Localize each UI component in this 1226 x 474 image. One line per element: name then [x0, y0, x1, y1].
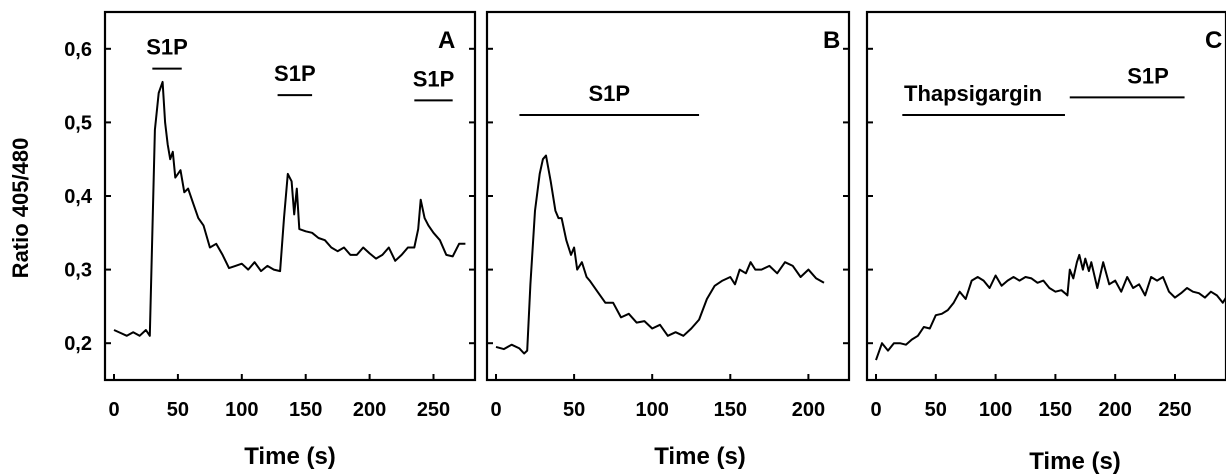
series-line — [875, 253, 1226, 361]
panel-b: 0 50 100 150 200 Time (s) B S1P — [485, 10, 851, 470]
x-tick-label: 0 — [108, 399, 119, 421]
y-tick-label: 0,2 — [64, 333, 92, 355]
x-tick-label: 50 — [167, 399, 189, 421]
stimulus-label: S1P — [413, 66, 455, 91]
stimulus-label: S1P — [1127, 63, 1169, 88]
x-tick-label: 150 — [1039, 399, 1072, 421]
x-tick-label: 150 — [289, 399, 322, 421]
plot-frame — [865, 10, 1226, 382]
panel-label: B — [823, 27, 840, 54]
y-tick-label: 0,5 — [64, 112, 92, 134]
x-tick-label: 200 — [1099, 399, 1132, 421]
y-axis-label: Ratio 405/480 — [8, 138, 33, 279]
x-tick-label: 100 — [225, 399, 258, 421]
stimulus-label: S1P — [274, 61, 316, 86]
x-tick-label: 0 — [490, 399, 501, 421]
series-line — [495, 154, 825, 355]
stimulus-label: S1P — [588, 81, 630, 106]
panel-label: C — [1205, 27, 1222, 54]
stimulus-label: Thapsigargin — [904, 81, 1042, 106]
panel-c: 0 50 100 150 200 250 Time (s) C Thapsigargin S1P — [865, 10, 1226, 474]
y-tick-label: 0,3 — [64, 260, 92, 282]
panel-label: A — [438, 27, 455, 54]
stimulus-label: S1P — [146, 35, 188, 60]
x-tick-label: 250 — [417, 399, 450, 421]
x-tick-label: 250 — [1158, 399, 1191, 421]
x-tick-label: 100 — [636, 399, 669, 421]
panel-a: 0 50 100 150 200 250 Time (s) A S1P S1P S1P — [103, 10, 477, 470]
x-tick-label: 100 — [979, 399, 1012, 421]
x-tick-label: 0 — [870, 399, 881, 421]
x-tick-label: 200 — [353, 399, 386, 421]
x-tick-label: 50 — [925, 399, 947, 421]
x-tick-label: 50 — [563, 399, 585, 421]
x-tick-label: 200 — [792, 399, 825, 421]
y-tick-label: 0,6 — [64, 39, 92, 61]
x-axis-label: Time (s) — [1029, 448, 1121, 474]
series-line — [113, 80, 466, 337]
plot-frame — [485, 10, 851, 382]
y-tick-labels: 0,2 0,3 0,4 0,5 0,6 — [64, 39, 93, 355]
x-tick-label: 150 — [714, 399, 747, 421]
x-axis-label: Time (s) — [244, 443, 336, 470]
y-tick-label: 0,4 — [64, 186, 93, 208]
x-axis-label: Time (s) — [654, 443, 746, 470]
